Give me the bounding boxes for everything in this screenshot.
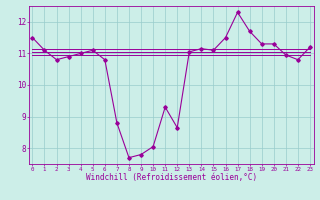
X-axis label: Windchill (Refroidissement éolien,°C): Windchill (Refroidissement éolien,°C) [86, 173, 257, 182]
